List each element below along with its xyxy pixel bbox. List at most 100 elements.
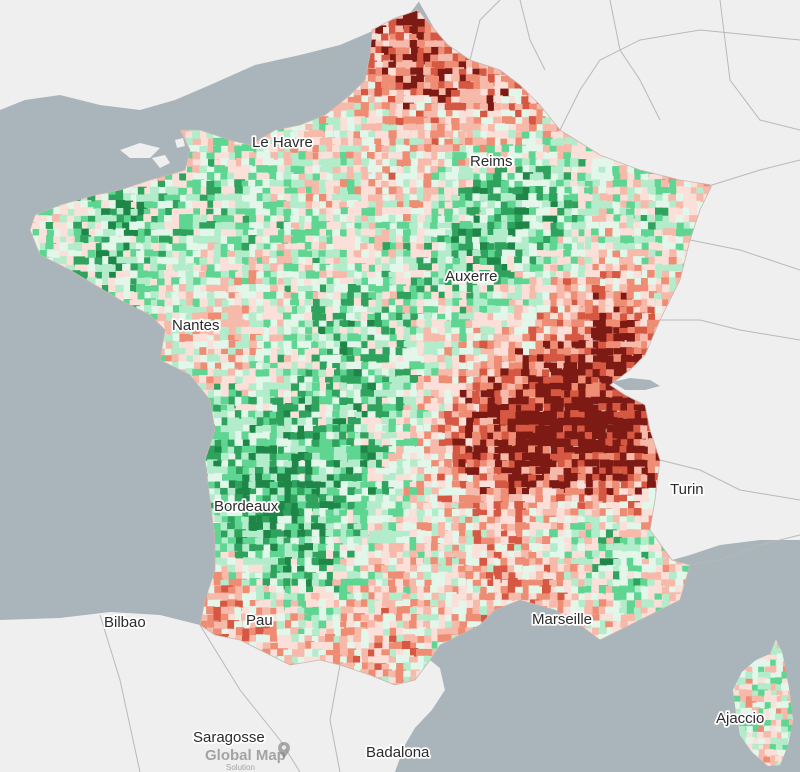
choropleth-cell	[360, 320, 369, 332]
choropleth-cell	[227, 320, 238, 330]
choropleth-cell	[185, 341, 196, 353]
choropleth-cell	[403, 39, 412, 50]
choropleth-cell	[557, 333, 566, 341]
choropleth-cell	[451, 320, 462, 331]
choropleth-cell	[655, 194, 665, 206]
choropleth-cell	[493, 95, 503, 107]
choropleth-cell	[417, 18, 426, 27]
choropleth-cell	[577, 221, 589, 229]
choropleth-cell	[592, 333, 601, 341]
choropleth-cell	[199, 347, 207, 355]
choropleth-cell	[522, 193, 531, 204]
choropleth-cell	[417, 32, 426, 44]
choropleth-cell	[327, 348, 339, 360]
choropleth-cell	[283, 235, 293, 243]
choropleth-cell	[515, 110, 523, 119]
choropleth-cell	[277, 180, 285, 189]
choropleth-cell	[585, 306, 595, 319]
choropleth-cell	[332, 221, 345, 232]
choropleth-cell	[431, 96, 442, 107]
choropleth-cell	[389, 327, 397, 339]
choropleth-cell	[305, 250, 313, 259]
choropleth-cell	[298, 271, 308, 283]
choropleth-cell	[298, 151, 308, 163]
choropleth-cell	[458, 207, 469, 215]
choropleth-cell	[515, 229, 527, 242]
choropleth-cell	[445, 194, 456, 207]
choropleth-cell	[346, 109, 354, 117]
choropleth-cell	[557, 243, 568, 254]
choropleth-cell	[458, 342, 468, 350]
choropleth-cell	[200, 214, 210, 224]
choropleth-cell	[262, 312, 271, 325]
choropleth-cell	[529, 158, 537, 170]
choropleth-cell	[249, 243, 260, 253]
choropleth-cell	[241, 180, 251, 190]
choropleth-cell	[416, 243, 427, 254]
choropleth-cell	[592, 277, 603, 285]
choropleth-cell	[500, 186, 509, 195]
choropleth-cell	[550, 222, 559, 233]
choropleth-cell	[297, 123, 309, 132]
choropleth-cell	[185, 151, 198, 162]
choropleth-cell	[543, 312, 554, 321]
choropleth-cell	[39, 215, 49, 226]
choropleth-cell	[249, 144, 257, 154]
choropleth-cell	[214, 222, 224, 234]
choropleth-cell	[627, 341, 639, 349]
choropleth-cell	[612, 341, 623, 349]
choropleth-cell	[430, 117, 441, 128]
choropleth-cell	[423, 88, 432, 100]
choropleth-cell	[375, 152, 388, 160]
choropleth-cell	[500, 88, 510, 99]
choropleth-cell	[634, 235, 645, 245]
choropleth-cell	[487, 110, 498, 121]
choropleth-cell	[186, 319, 196, 331]
choropleth-cell	[416, 88, 428, 98]
choropleth-cell	[542, 186, 553, 199]
choropleth-cell	[368, 299, 377, 308]
choropleth-cell	[354, 124, 363, 134]
choropleth-cell	[256, 291, 267, 302]
choropleth-cell	[347, 320, 357, 332]
choropleth-cell	[613, 221, 622, 230]
choropleth-cell	[409, 326, 419, 337]
choropleth-cell	[402, 334, 412, 347]
choropleth-cell	[325, 124, 335, 135]
choropleth-cell	[640, 319, 648, 330]
choropleth-cell	[360, 285, 370, 293]
choropleth-cell	[235, 200, 244, 209]
choropleth-cell	[577, 208, 590, 221]
choropleth-cell	[318, 144, 326, 156]
choropleth-cell	[248, 235, 257, 245]
choropleth-cell	[542, 159, 551, 171]
choropleth-cell	[375, 327, 387, 339]
choropleth-cell	[528, 298, 537, 309]
choropleth-cell	[640, 333, 652, 343]
choropleth-cell	[416, 299, 427, 307]
choropleth-cell	[116, 214, 125, 225]
choropleth-cell	[598, 201, 608, 213]
choropleth-cell	[480, 144, 490, 155]
choropleth-cell	[340, 194, 350, 202]
choropleth-cell	[403, 256, 412, 266]
choropleth-cell	[165, 236, 177, 245]
choropleth-cell	[444, 347, 453, 359]
choropleth-cell	[381, 221, 391, 233]
choropleth-cell	[529, 144, 539, 156]
choropleth-cell	[458, 110, 466, 121]
choropleth-cell	[452, 137, 461, 146]
choropleth-cell	[528, 228, 537, 237]
choropleth-cell	[158, 250, 167, 259]
choropleth-cell	[367, 137, 375, 146]
choropleth-cell	[361, 221, 370, 232]
choropleth-cell	[598, 243, 607, 254]
choropleth-cell	[459, 89, 471, 98]
choropleth-cell	[172, 320, 181, 330]
choropleth-cell	[459, 263, 471, 272]
choropleth-cell	[585, 201, 597, 209]
choropleth-cell	[389, 228, 401, 237]
choropleth-cell	[368, 284, 376, 292]
choropleth-cell	[158, 193, 168, 205]
